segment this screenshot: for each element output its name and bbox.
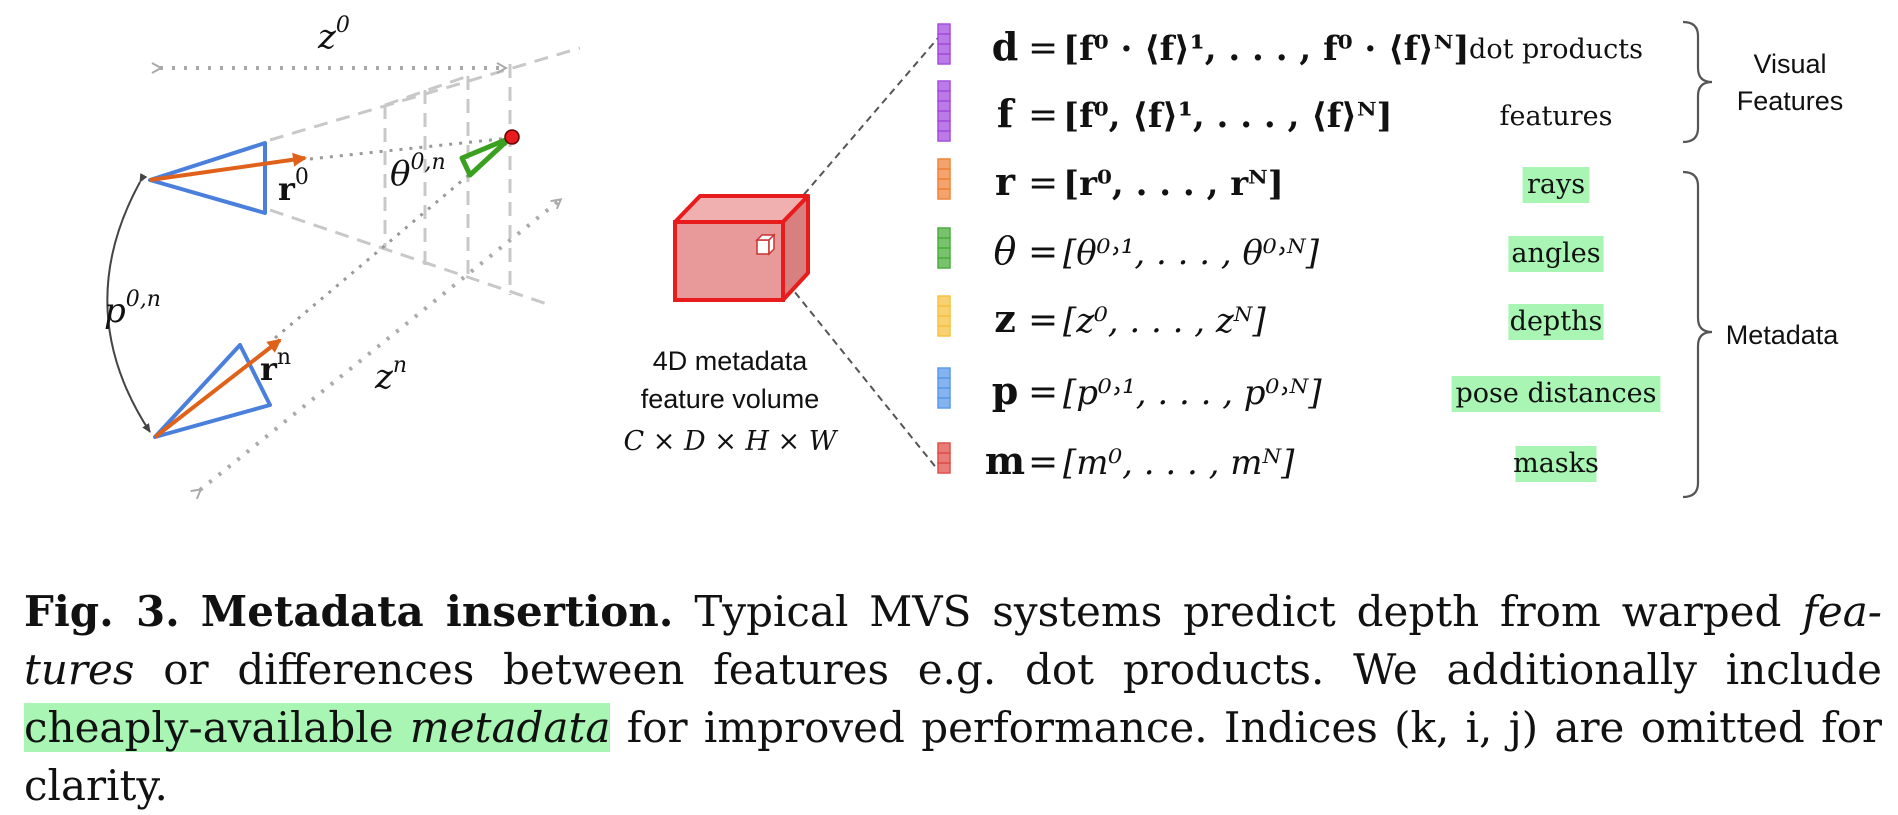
equation-rhs: [f⁰ · ⟨f⟩¹, . . . , f⁰ · ⟨f⟩ᴺ] (1063, 29, 1469, 69)
equation-label: dot products (1469, 34, 1643, 65)
camera-0-icon (148, 141, 267, 215)
equation-rows: d = [f⁰ · ⟨f⟩¹, . . . , f⁰ · ⟨f⟩ᴺ] dot prod… (937, 23, 1661, 483)
camera-diagram: z0 zn θ0,n r0 rn p0,n (104, 13, 581, 490)
equation-row: θ = [θ⁰˒¹, . . . , θ⁰˒ᴺ] angles (937, 227, 1604, 273)
caption-highlight-cheaply: cheaply-available (24, 703, 394, 752)
caption-highlight-metadata: metadata (409, 703, 611, 752)
theta-label: θ0,n (390, 150, 446, 194)
point-icon (504, 129, 520, 145)
equation-label: features (1499, 101, 1612, 132)
equation-label: depths (1510, 306, 1603, 337)
feature-stack-icon (937, 80, 951, 142)
rn-label: rn (260, 345, 291, 388)
volume-dims: C × D × H × W (624, 426, 839, 457)
label-highlight (1508, 304, 1604, 340)
cube-front (673, 220, 785, 302)
equation-rhs: [θ⁰˒¹, . . . , θ⁰˒ᴺ] (1063, 233, 1320, 273)
equation-symbol: m (985, 438, 1025, 483)
equation-row: z = [z⁰, . . . , zᴺ] depths (937, 295, 1604, 341)
equation-symbol: p (992, 368, 1019, 413)
equals-sign: = (1028, 28, 1058, 69)
equation-label: angles (1511, 238, 1600, 269)
view-ray-n (274, 140, 509, 340)
caption-title: Metadata insertion. (200, 587, 674, 636)
equation-row: f = [f⁰, ⟨f⟩¹, . . . , ⟨f⟩ᴺ] features (937, 80, 1613, 142)
feature-stack-icon (937, 295, 951, 337)
equation-row: m = [m⁰, . . . , mᴺ] masks (937, 438, 1599, 483)
feature-stack-icon (937, 23, 951, 65)
equation-rhs: [z⁰, . . . , zᴺ] (1063, 301, 1267, 341)
equals-sign: = (1028, 95, 1058, 136)
ray-n-arrow (153, 338, 282, 439)
angle-icon (459, 135, 513, 178)
equation-row: d = [f⁰ · ⟨f⟩¹, . . . , f⁰ · ⟨f⟩ᴺ] dot prod… (937, 23, 1643, 69)
equals-sign: = (1028, 442, 1058, 483)
r0-label: r0 (278, 165, 309, 208)
equation-symbol: d (992, 24, 1019, 69)
pose-distance-arc (106, 173, 151, 433)
ray-0-arrow (149, 152, 307, 182)
visual-features-label-1: Visual (1753, 49, 1826, 79)
zoom-line-top (764, 37, 939, 241)
metadata-volume: 4D metadata feature volume C × D × H × W (624, 37, 939, 471)
equation-rhs: [m⁰, . . . , mᴺ] (1063, 443, 1295, 483)
equals-sign: = (1028, 163, 1058, 204)
feature-stack-icon (937, 227, 951, 269)
figure-caption: Fig. 3. Metadata insertion. Typical MVS … (24, 583, 1882, 815)
equation-symbol: f (997, 91, 1016, 136)
frustum-lines (269, 46, 581, 307)
feature-stack-icon (937, 367, 951, 409)
zoom-line-bottom (764, 254, 939, 471)
visual-brace (1682, 20, 1713, 144)
label-highlight (1515, 446, 1597, 482)
feature-stack-icon (937, 158, 951, 200)
equals-sign: = (1028, 300, 1058, 341)
caption-text-1: Typical MVS systems predict depth from w… (694, 587, 1782, 636)
zn-arrow (200, 200, 560, 490)
caption-features: fea­tures (24, 587, 1882, 694)
visual-features-label-2: Features (1737, 86, 1844, 116)
equation-rhs: [p⁰˒¹, . . . , p⁰˒ᴺ] (1063, 373, 1322, 413)
equation-rhs: [r⁰, . . . , rᴺ] (1063, 164, 1284, 204)
equation-row: r = [r⁰, . . . , rᴺ] rays (937, 158, 1590, 204)
equation-label: pose distances (1455, 378, 1656, 409)
equation-symbol: r (995, 159, 1016, 204)
label-highlight (1522, 167, 1590, 203)
caption-fig-number: Fig. 3. (24, 587, 180, 636)
equals-sign: = (1028, 372, 1058, 413)
metadata-brace (1682, 170, 1713, 499)
equation-label: rays (1527, 169, 1585, 200)
zn-label: zn (374, 353, 407, 397)
equation-symbol: z (994, 296, 1016, 341)
group-braces (1682, 20, 1713, 499)
caption-text-2: or differences between features e.g. dot… (163, 645, 1882, 694)
metadata-label: Metadata (1726, 320, 1840, 350)
z0-label: z0 (317, 13, 350, 57)
volume-label-2: feature volume (641, 384, 820, 414)
equation-label: masks (1513, 448, 1599, 479)
equation-rhs: [f⁰, ⟨f⟩¹, . . . , ⟨f⟩ᴺ] (1063, 96, 1393, 136)
volume-label-1: 4D metadata (653, 346, 809, 376)
p-label: p0,n (104, 287, 161, 331)
equation-row: p = [p⁰˒¹, . . . , p⁰˒ᴺ] pose distances (937, 367, 1661, 413)
figure: z0 zn θ0,n r0 rn p0,n 4D (104, 13, 1844, 560)
equation-symbol: θ (994, 229, 1017, 273)
camera-n-icon (153, 343, 272, 439)
voxel-icon (755, 233, 776, 256)
feature-stack-icon (937, 442, 951, 474)
label-highlight (1451, 376, 1661, 412)
equals-sign: = (1028, 232, 1058, 273)
label-highlight (1508, 236, 1604, 272)
